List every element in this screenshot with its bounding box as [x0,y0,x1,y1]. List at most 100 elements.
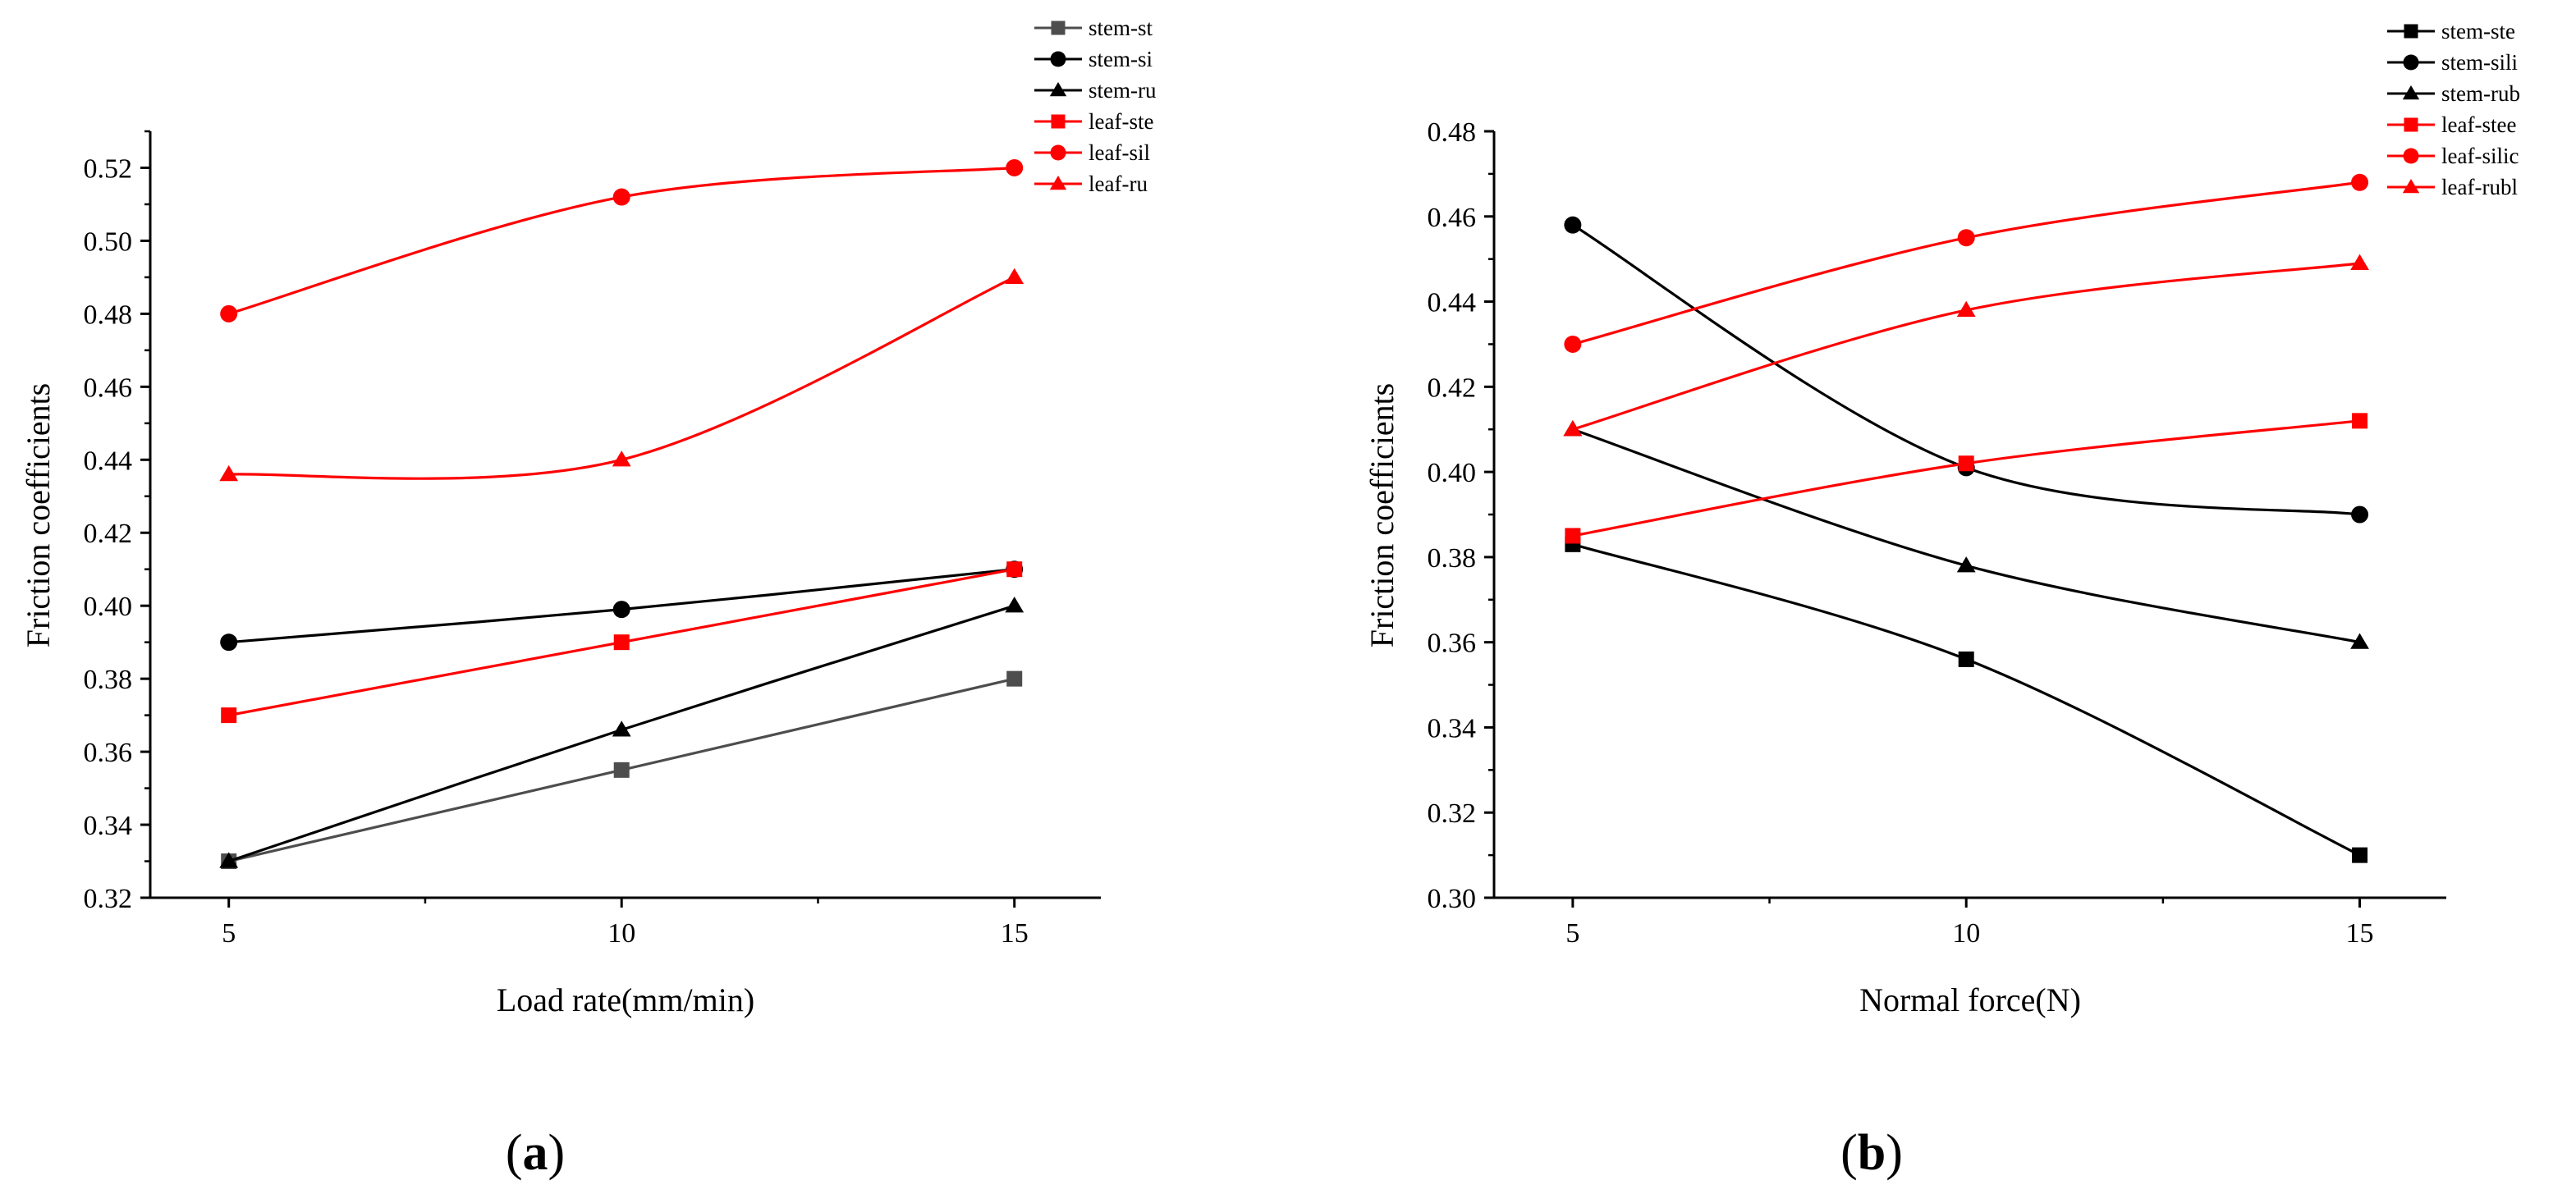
marker-circle [2403,148,2419,164]
x-ticks: 5 10 15 [222,898,1029,949]
legend-label: leaf-ru [1089,172,1148,196]
y-tick-label: 0.46 [1428,203,1477,233]
marker-circle [2403,54,2419,71]
x-axis-title: Load rate(mm/min) [497,981,754,1018]
marker-square [1958,455,1974,472]
marker-circle [1564,335,1582,353]
marker-square [1565,528,1581,544]
legend-label: leaf-silic [2441,144,2519,168]
y-ticks: 0.30 0.32 0.34 0.36 0.38 0.40 0.42 0.44 0.46 0.48 [1428,117,1494,914]
x-tick-label: 5 [222,918,236,949]
x-tick-label: 5 [1565,918,1579,949]
legend-label: leaf-rubl [2441,175,2518,199]
marker-square [2404,24,2418,39]
y-tick-label: 0.50 [84,226,133,257]
marker-triangle [219,852,239,868]
legend-label: leaf-stee [2441,112,2516,137]
y-tick-label: 0.32 [1428,798,1477,829]
y-tick-label: 0.42 [1428,373,1477,403]
marker-square [1051,21,1066,35]
panel-label: (b) [1840,1125,1903,1181]
marker-triangle [612,720,631,737]
legend-label: stem-ru [1089,78,1157,103]
marker-triangle [2402,85,2420,100]
marker-triangle [1005,268,1024,285]
marker-square [613,634,630,651]
marker-square [2352,413,2368,429]
y-tick-label: 0.30 [1428,884,1477,914]
marker-triangle [2402,178,2420,194]
y-tick-label: 0.34 [84,811,133,841]
panel-label-letter: b [1858,1125,1886,1181]
marker-square [1958,651,1974,667]
marker-square [2404,117,2418,132]
y-tick-label: 0.40 [1428,458,1477,488]
marker-triangle [612,451,631,467]
series-line [1572,419,2360,537]
series-line [1572,262,2360,431]
legend-label: stem-ste [2441,19,2515,43]
y-tick-label: 0.48 [84,300,133,330]
legend-label: leaf-ste [1089,109,1153,134]
x-axis-title: Normal force(N) [1859,981,2081,1018]
marker-square [1006,670,1023,687]
y-tick-label: 0.40 [84,592,133,622]
marker-circle [2351,173,2369,191]
y-tick-label: 0.52 [84,153,133,184]
y-axis-title: Friction coefficients [1364,383,1400,648]
series-group [1563,173,2369,863]
y-tick-label: 0.42 [84,519,133,549]
series-line [1572,181,2360,345]
marker-square [2352,847,2368,863]
marker-circle [1050,51,1066,67]
x-ticks: 5 10 15 [1565,898,2374,949]
legend-label: stem-st [1089,16,1153,40]
marker-circle [1957,229,1975,247]
y-tick-label: 0.44 [1428,288,1477,318]
x-tick-label: 10 [607,918,635,949]
y-axis-title: Friction coefficients [20,383,57,648]
series-line [228,276,1015,480]
marker-triangle [1005,596,1024,613]
marker-circle [220,634,238,652]
marker-triangle [1956,556,1976,573]
marker-triangle [1956,300,1976,318]
y-tick-label: 0.32 [84,884,133,914]
series-group [219,158,1024,870]
y-tick-label: 0.46 [84,373,133,403]
series-line [1572,542,2361,857]
marker-circle [1050,144,1066,161]
marker-triangle [2350,633,2369,649]
y-tick-label: 0.36 [84,738,133,768]
y-tick-label: 0.38 [1428,543,1477,574]
legend-label: stem-sili [2441,50,2518,75]
y-tick-label: 0.44 [84,446,133,476]
marker-circle [612,188,630,206]
marker-square [613,762,630,778]
marker-circle [1006,158,1024,176]
marker-triangle [2350,254,2369,270]
marker-circle [2351,505,2369,524]
marker-square [221,707,237,724]
panel-label: (a) [506,1125,565,1181]
marker-triangle [1049,175,1067,190]
legend-label: stem-si [1089,47,1153,71]
legend: stem-ste stem-sili stem-rub leaf-stee leaf-s… [2387,19,2520,199]
legend-label: stem-rub [2441,81,2520,106]
chart-panel-b: 0.30 0.32 0.34 0.36 0.38 0.40 0.42 0.44 0.46 0.48… [1364,19,2520,1181]
x-tick-label: 15 [2346,918,2374,949]
marker-triangle [1049,81,1067,97]
marker-circle [1564,216,1582,234]
legend-label: leaf-sil [1089,140,1150,165]
marker-triangle [219,464,239,482]
y-tick-label: 0.36 [1428,629,1477,659]
x-tick-label: 10 [1952,918,1980,949]
y-tick-label: 0.34 [1428,713,1477,743]
marker-circle [612,601,630,619]
y-tick-label: 0.48 [1428,117,1477,148]
marker-square [1051,114,1066,129]
marker-square [1006,561,1023,578]
x-tick-label: 15 [1001,918,1029,949]
chart-panel-a: 0.32 0.34 0.36 0.38 0.40 0.42 0.44 0.46 0.48 0.50… [20,16,1157,1181]
